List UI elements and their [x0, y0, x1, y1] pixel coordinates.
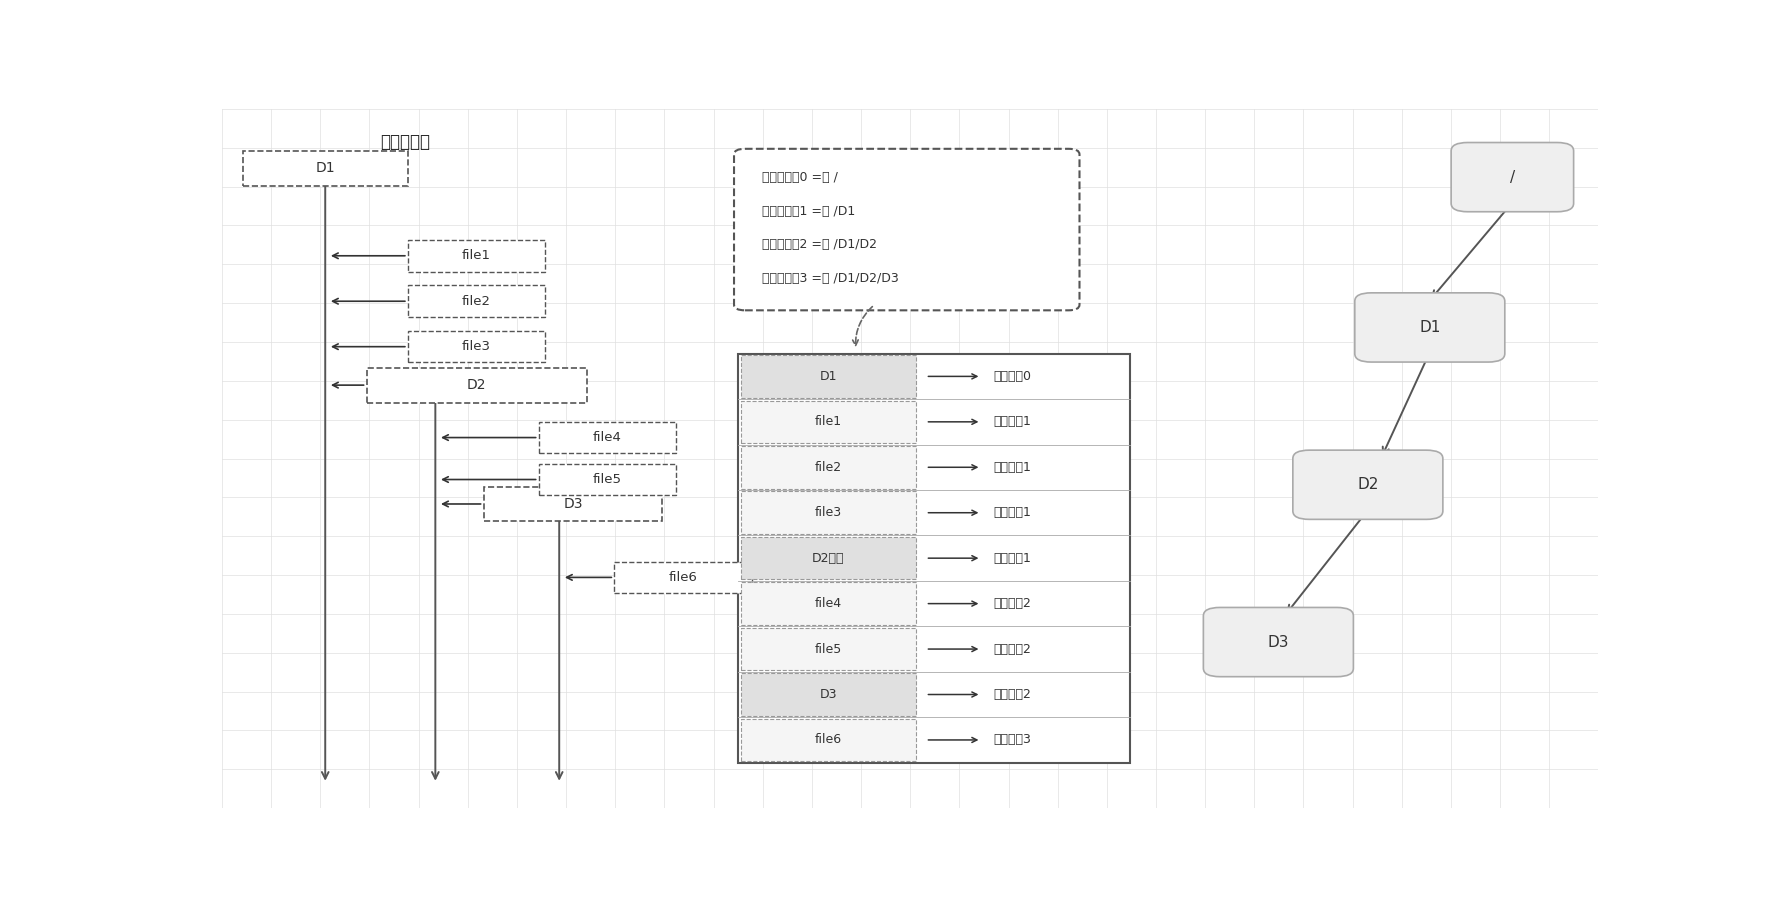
Text: file1: file1 [462, 250, 492, 262]
FancyBboxPatch shape [614, 562, 751, 593]
FancyBboxPatch shape [483, 487, 662, 521]
Text: D3: D3 [563, 497, 583, 511]
Text: 文件标签1: 文件标签1 [993, 507, 1032, 519]
Text: 文件夹标签3 =》 /D1/D2/D3: 文件夹标签3 =》 /D1/D2/D3 [762, 271, 899, 284]
Text: file6: file6 [668, 571, 698, 584]
FancyBboxPatch shape [739, 354, 1130, 763]
Text: /: / [1510, 170, 1515, 184]
Text: 文件标签1: 文件标签1 [993, 552, 1032, 565]
FancyBboxPatch shape [243, 151, 408, 186]
Text: D3: D3 [819, 688, 836, 701]
FancyBboxPatch shape [741, 673, 916, 716]
Text: 文件标签2: 文件标签2 [993, 597, 1032, 610]
FancyBboxPatch shape [741, 582, 916, 625]
FancyBboxPatch shape [741, 718, 916, 761]
FancyBboxPatch shape [741, 446, 916, 489]
FancyBboxPatch shape [741, 537, 916, 579]
Text: 文件夹标签0 =》 /: 文件夹标签0 =》 / [762, 172, 838, 184]
FancyBboxPatch shape [1293, 450, 1442, 519]
Text: D1: D1 [1419, 320, 1440, 335]
Text: D1: D1 [819, 370, 836, 383]
Text: D2: D2 [467, 378, 487, 392]
Text: 文件夹标签2 =》 /D1/D2: 文件夹标签2 =》 /D1/D2 [762, 238, 877, 252]
FancyBboxPatch shape [1204, 607, 1353, 676]
FancyBboxPatch shape [741, 400, 916, 443]
FancyBboxPatch shape [538, 422, 677, 453]
Text: D2文件: D2文件 [812, 552, 845, 565]
FancyBboxPatch shape [408, 285, 545, 317]
Text: D1: D1 [316, 162, 336, 175]
FancyBboxPatch shape [741, 627, 916, 670]
Text: 初始化状态: 初始化状态 [380, 133, 430, 152]
Text: file1: file1 [815, 415, 842, 429]
Text: file4: file4 [593, 431, 622, 444]
Text: 文件标签0: 文件标签0 [993, 370, 1032, 383]
Text: file2: file2 [815, 460, 842, 474]
Text: file6: file6 [815, 734, 842, 746]
Text: file2: file2 [462, 295, 492, 308]
FancyBboxPatch shape [733, 149, 1080, 311]
Text: file5: file5 [815, 643, 842, 656]
FancyBboxPatch shape [408, 331, 545, 362]
FancyBboxPatch shape [1355, 293, 1504, 362]
FancyBboxPatch shape [538, 464, 677, 495]
Text: file4: file4 [815, 597, 842, 610]
Text: 文件标签2: 文件标签2 [993, 643, 1032, 656]
Text: D2: D2 [1357, 478, 1378, 492]
Text: file3: file3 [462, 340, 492, 353]
Text: 文件标签1: 文件标签1 [993, 460, 1032, 474]
FancyBboxPatch shape [408, 240, 545, 271]
Text: D3: D3 [1268, 635, 1289, 649]
FancyBboxPatch shape [1451, 143, 1574, 212]
Text: 文件标签3: 文件标签3 [993, 734, 1032, 746]
FancyBboxPatch shape [741, 491, 916, 534]
FancyBboxPatch shape [366, 368, 586, 402]
Text: 文件夹标签1 =》 /D1: 文件夹标签1 =》 /D1 [762, 204, 854, 218]
Text: file5: file5 [593, 473, 622, 486]
Text: file3: file3 [815, 507, 842, 519]
Text: 文件标签2: 文件标签2 [993, 688, 1032, 701]
Text: 文件标签1: 文件标签1 [993, 415, 1032, 429]
FancyBboxPatch shape [741, 355, 916, 398]
